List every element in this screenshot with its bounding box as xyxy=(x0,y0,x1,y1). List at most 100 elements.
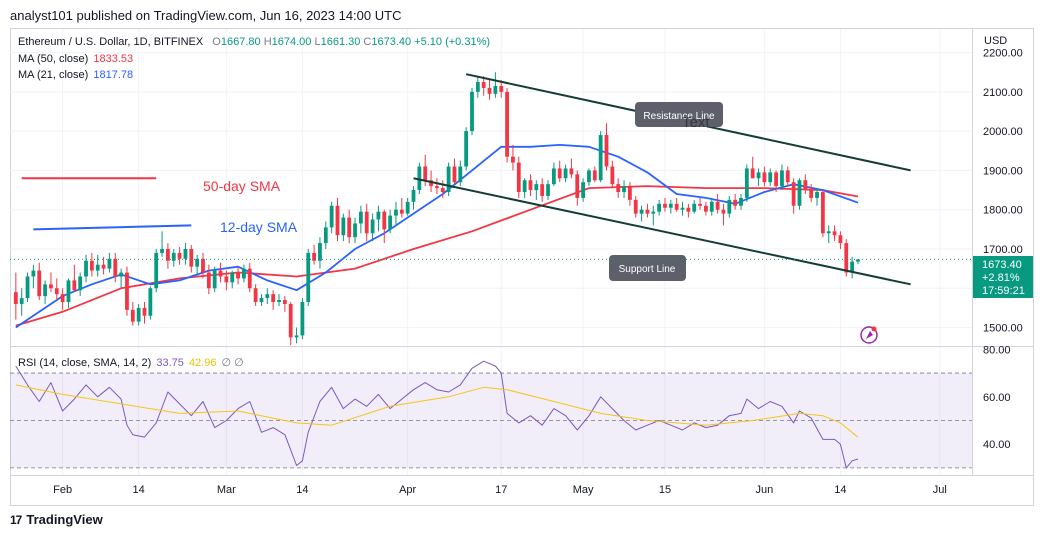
candle-body xyxy=(715,201,720,210)
candle-body xyxy=(581,182,586,198)
candle-body xyxy=(89,260,94,271)
candle-layer xyxy=(13,72,860,346)
candle xyxy=(171,248,176,267)
candle xyxy=(581,178,586,202)
candle xyxy=(125,266,129,316)
rsi-band xyxy=(10,373,972,468)
close-label: C xyxy=(363,36,372,48)
candle xyxy=(78,272,83,297)
candle-body xyxy=(435,186,439,189)
candle xyxy=(282,296,287,312)
candle-body xyxy=(253,288,258,303)
candle-body xyxy=(791,182,796,206)
candle-body xyxy=(668,203,673,208)
candle-body xyxy=(13,292,18,304)
support-label-box xyxy=(609,255,686,281)
price-tick-label: 1800.00 xyxy=(983,205,1023,217)
candle xyxy=(435,178,439,194)
candle-body xyxy=(72,280,77,291)
candle xyxy=(388,209,393,234)
high-value: 1674.00 xyxy=(271,36,312,48)
ma21-legend[interactable]: MA (21, close) 1817.78 xyxy=(18,69,133,81)
candle xyxy=(856,259,860,265)
candle-body xyxy=(709,201,714,212)
candle-body xyxy=(154,252,159,289)
candle-body xyxy=(136,307,141,322)
candle xyxy=(698,197,702,210)
candle xyxy=(622,180,626,198)
candle-body xyxy=(756,172,761,179)
candle xyxy=(60,288,65,310)
candle-body xyxy=(516,162,521,193)
candle-body xyxy=(25,276,30,299)
candle xyxy=(72,264,77,293)
ma50-legend[interactable]: MA (50, close) 1833.53 xyxy=(18,53,133,65)
candle-body xyxy=(651,211,656,214)
candle-body xyxy=(470,91,474,132)
event-flag-icon-glyph xyxy=(866,331,873,339)
sma12-marker-line xyxy=(33,224,192,231)
candle-body xyxy=(364,211,369,234)
candle-body xyxy=(37,270,42,297)
time-tick-label: 15 xyxy=(659,484,671,496)
ma21-line xyxy=(15,143,859,329)
candle-body xyxy=(627,186,632,200)
candle-body xyxy=(78,276,83,291)
candle xyxy=(715,193,720,214)
ma50-line xyxy=(15,185,859,327)
candle xyxy=(733,193,738,210)
candle xyxy=(136,303,141,326)
candle xyxy=(277,294,281,306)
candle xyxy=(551,162,556,187)
candle-body xyxy=(692,203,697,212)
candle xyxy=(394,201,398,226)
candle xyxy=(405,197,410,216)
candle xyxy=(165,243,170,269)
candle-body xyxy=(797,180,802,206)
candle xyxy=(306,248,311,306)
candle-body xyxy=(54,288,59,295)
candle-body xyxy=(657,203,662,212)
candle-body xyxy=(323,227,328,244)
candle xyxy=(464,127,469,171)
candle xyxy=(832,225,837,242)
candle-body xyxy=(820,192,825,234)
candle xyxy=(610,160,615,189)
candle xyxy=(206,264,211,295)
candle xyxy=(259,294,264,306)
candle-body xyxy=(762,172,767,183)
resistance-label-box xyxy=(635,102,723,127)
time-tick-label: Apr xyxy=(399,484,416,496)
candle-body xyxy=(633,199,638,214)
candle xyxy=(212,266,217,293)
rsi-tick-label: 40.00 xyxy=(983,439,1011,451)
candle xyxy=(183,243,188,265)
candle xyxy=(189,245,194,273)
candle xyxy=(499,80,504,98)
footer-brand[interactable]: 17 TradingView xyxy=(10,512,103,527)
candle xyxy=(803,174,808,194)
price-badge xyxy=(973,256,1033,298)
candle xyxy=(107,252,112,273)
candle-body xyxy=(294,335,299,338)
candle-body xyxy=(399,209,404,214)
candle-body xyxy=(487,87,492,94)
candle-body xyxy=(733,199,738,206)
candle-body xyxy=(750,168,755,179)
candle-body xyxy=(534,184,539,191)
candle-body xyxy=(592,170,597,181)
candle-body xyxy=(95,264,100,271)
candle-body xyxy=(277,300,281,303)
candle xyxy=(575,170,580,206)
candle-body xyxy=(844,243,849,273)
candle-body xyxy=(610,166,615,185)
candle-body xyxy=(850,261,855,273)
sma12-annotation: 12-day SMA xyxy=(220,219,298,235)
candle-body xyxy=(569,168,574,175)
candle xyxy=(399,197,404,218)
low-label: L xyxy=(314,36,321,48)
candle-body xyxy=(113,258,118,277)
rsi-legend[interactable]: RSI (14, close, SMA, 14, 2) 33.75 42.96 … xyxy=(18,356,244,369)
price-tick-label: 2000.00 xyxy=(983,126,1023,138)
